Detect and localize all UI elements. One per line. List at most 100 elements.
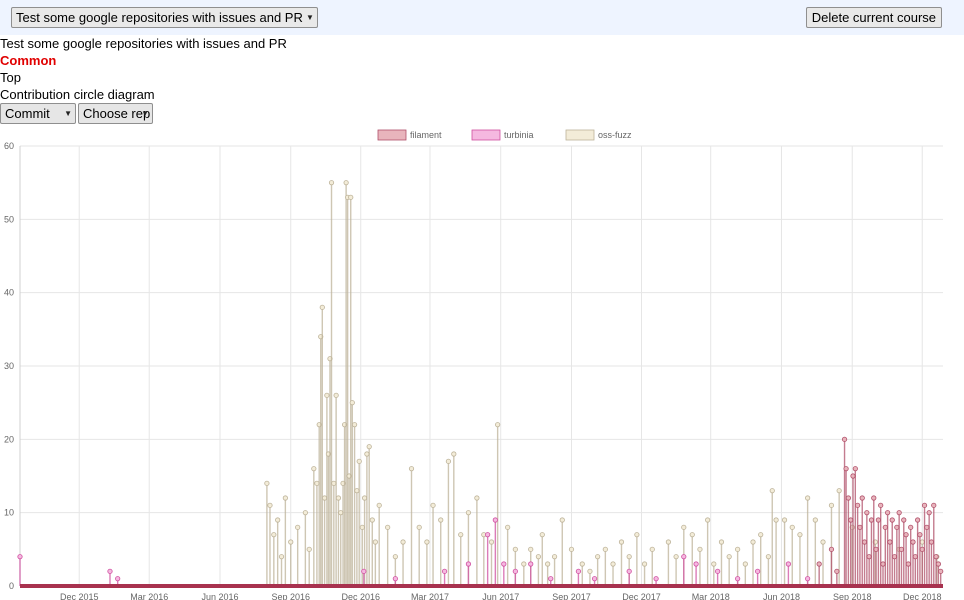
data-point (465, 561, 472, 567)
data-point (295, 524, 301, 530)
data-point (665, 539, 672, 545)
data-point (488, 539, 495, 545)
data-point (17, 554, 23, 560)
data-point (361, 495, 368, 501)
data-point (917, 532, 923, 538)
repo-select-value: Choose rep (83, 106, 151, 121)
x-tick-label: Dec 2018 (903, 592, 942, 600)
data-point (843, 466, 849, 472)
data-point (750, 539, 756, 545)
data-point (267, 502, 273, 508)
x-tick-label: Jun 2016 (201, 592, 238, 600)
data-point (458, 532, 464, 538)
data-point (535, 554, 542, 560)
data-point (789, 524, 795, 530)
data-point (885, 510, 891, 516)
tab-top[interactable]: Top (0, 70, 21, 85)
y-tick-label: 60 (4, 141, 14, 151)
data-point (361, 568, 367, 574)
data-point (441, 568, 448, 574)
data-point (359, 524, 365, 530)
data-point (348, 194, 354, 200)
data-point (354, 488, 360, 494)
data-point (855, 502, 861, 508)
data-point (641, 561, 648, 567)
data-point (689, 532, 695, 538)
legend-label: filament (410, 130, 442, 140)
data-point (465, 510, 472, 516)
data-point (364, 451, 370, 457)
data-point (512, 568, 518, 574)
data-point (610, 561, 616, 567)
x-tick-label: Sep 2018 (833, 592, 872, 600)
data-point (416, 524, 422, 530)
data-point (834, 568, 840, 574)
data-point (836, 488, 842, 494)
data-point (107, 568, 113, 574)
data-point (548, 576, 554, 582)
x-tick-label: Dec 2015 (60, 592, 99, 600)
data-point (521, 561, 527, 567)
repo-select[interactable]: Choose rep ▼ (78, 103, 153, 124)
data-point (805, 576, 811, 582)
data-point (331, 480, 337, 486)
data-point (919, 546, 925, 552)
data-point (595, 554, 601, 560)
data-point (935, 561, 941, 567)
data-point (306, 546, 312, 552)
data-point (705, 517, 711, 523)
data-point (539, 532, 545, 538)
data-point (408, 466, 415, 472)
data-point (773, 517, 779, 523)
delete-course-button[interactable]: Delete current course (805, 7, 942, 28)
data-point (495, 422, 501, 428)
legend-label: turbinia (504, 130, 534, 140)
data-point (587, 568, 593, 574)
data-point (278, 554, 285, 560)
data-point (901, 517, 907, 523)
data-point (282, 495, 288, 501)
data-point (805, 495, 811, 501)
data-point (319, 304, 325, 310)
course-title: Test some google repositories with issue… (0, 36, 287, 51)
x-tick-label: Jun 2018 (763, 592, 800, 600)
tab-contribution-circle[interactable]: Contribution circle diagram (0, 87, 155, 102)
data-point (873, 546, 879, 552)
data-point (781, 517, 788, 523)
data-point (868, 517, 875, 523)
data-point (887, 539, 893, 545)
x-tick-label: Dec 2016 (341, 592, 380, 600)
y-tick-label: 10 (4, 508, 14, 518)
data-point (602, 546, 608, 552)
data-point (451, 451, 457, 457)
data-point (302, 510, 308, 516)
data-point (579, 561, 585, 567)
data-point (551, 554, 558, 560)
x-tick-label: Mar 2016 (130, 592, 168, 600)
data-point (445, 458, 452, 464)
data-point (715, 568, 721, 574)
data-point (742, 561, 748, 567)
data-point (889, 517, 895, 523)
data-point (755, 568, 761, 574)
data-point (335, 495, 342, 501)
data-point (711, 561, 717, 567)
data-point (314, 480, 320, 486)
data-point (812, 517, 818, 523)
data-point (392, 576, 398, 582)
course-select[interactable]: Test some google repositories with issue… (11, 7, 318, 28)
data-point (528, 561, 534, 567)
data-point (828, 546, 835, 552)
data-point (769, 488, 775, 494)
data-point (912, 554, 918, 560)
data-point (271, 532, 277, 538)
top-bar: Test some google repositories with issue… (0, 0, 964, 35)
chevron-down-icon: ▼ (141, 109, 149, 118)
metric-select[interactable]: Commit ▼ (0, 103, 76, 124)
chevron-down-icon: ▼ (64, 109, 72, 118)
tab-common[interactable]: Common (0, 53, 57, 68)
data-point (859, 495, 865, 501)
y-tick-label: 50 (4, 214, 14, 224)
data-point (919, 539, 925, 545)
data-point (735, 546, 741, 552)
